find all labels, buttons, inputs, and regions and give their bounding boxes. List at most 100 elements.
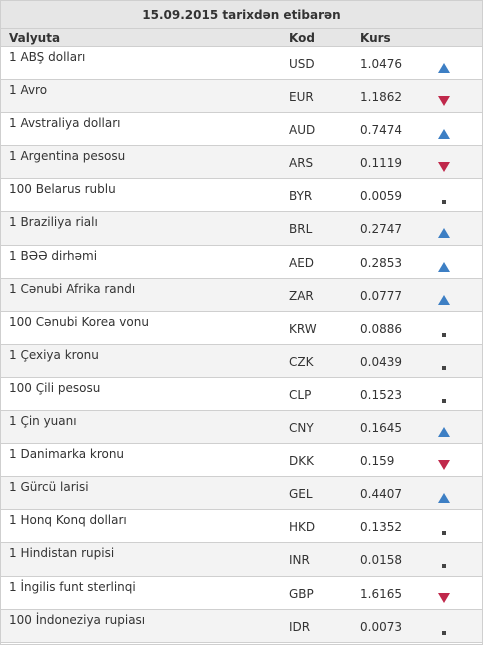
table-row: 1 Çexiya kronu CZK 0.0439 [1,344,482,378]
square-icon [442,200,446,205]
triangle-up-icon [438,294,450,305]
currency-code: ZAR [289,288,314,303]
currency-code: USD [289,57,315,71]
trend-unchanged-icon [437,326,451,340]
triangle-down-icon [438,460,450,471]
currency-code: AED [289,255,315,270]
currency-name: 1 Çexiya kronu [9,347,99,362]
trend-unchanged-icon [437,624,451,638]
exchange-rate: 0.0158 [360,553,402,568]
table-row: 1 Avstraliya dolları AUD 0.7474 [1,113,482,147]
currency-name: 1 Hindistan rupisi [9,546,115,561]
trend-down-icon [437,591,451,605]
currency-code: AUD [289,123,316,138]
table-title: 15.09.2015 tarixdən etibarən [1,1,482,29]
table-body: 1 ABŞ dolları USD 1.0476 1 Avro EUR 1.1862 1 A… [1,47,482,643]
currency-name: 100 Cənubi Korea vonu [9,314,149,329]
currency-code: INR [289,553,310,568]
trend-down-icon [437,458,451,472]
trend-unchanged-icon [437,557,451,571]
table-row: 1 BƏƏ dirhəmi AED 0.2853 [1,245,482,279]
trend-unchanged-icon [437,392,451,406]
exchange-rate: 0.4407 [360,487,402,502]
triangle-up-icon [438,427,450,438]
square-icon [442,630,446,635]
table-row: 1 Avro EUR 1.1862 [1,80,482,114]
exchange-rate: 0.0886 [360,321,402,336]
currency-code: BYR [289,189,313,204]
exchange-rate: 0.1119 [360,156,402,171]
exchange-rate: 0.0777 [360,288,402,303]
trend-down-icon [437,94,451,108]
exchange-rate: 0.0059 [360,189,402,204]
exchange-rate: 0.1352 [360,520,402,535]
currency-name: 1 Cənubi Afrika randı [9,281,136,296]
table-row: 1 Çin yuanı CNY 0.1645 [1,411,482,445]
column-header-rate: Kurs [360,31,391,45]
exchange-rate: 1.6165 [360,586,402,601]
table-row: 1 Hindistan rupisi INR 0.0158 [1,543,482,577]
square-icon [442,398,446,403]
currency-code: HKD [289,520,316,535]
currency-code: CZK [289,354,314,369]
currency-name: 1 BƏƏ dirhəmi [9,248,98,263]
currency-name: 100 Belarus rublu [9,182,116,197]
triangle-up-icon [438,129,450,140]
triangle-up-icon [438,493,450,504]
table-row: 100 Cənubi Korea vonu KRW 0.0886 [1,311,482,345]
currency-code: IDR [289,619,311,634]
currency-name: 100 Çili pesosu [9,380,101,395]
triangle-up-icon [438,228,450,239]
currency-code: BRL [289,222,313,237]
currency-code: ARS [289,156,314,171]
currency-name: 100 İndoneziya rupiası [9,612,146,627]
square-icon [442,365,446,370]
table-row: 1 ABŞ dolları USD 1.0476 [1,47,482,81]
currency-code: CLP [289,387,312,402]
triangle-down-icon [438,592,450,603]
table-row: 1 Gürcü larisi GEL 0.4407 [1,477,482,511]
exchange-rate: 0.1645 [360,421,402,436]
table-row: 100 Çili pesosu CLP 0.1523 [1,377,482,412]
trend-down-icon [437,160,451,174]
exchange-rate: 0.0073 [360,619,402,634]
currency-code: KRW [289,321,317,336]
exchange-rate: 0.7474 [360,123,402,138]
square-icon [442,564,446,569]
exchange-rate: 0.2747 [360,222,402,237]
trend-up-icon [437,425,451,439]
currency-code: DKK [289,454,314,469]
currency-name: 1 Braziliya rialı [9,215,98,230]
table-row: 1 Braziliya rialı BRL 0.2747 [1,212,482,246]
table-row: 100 Belarus rublu BYR 0.0059 [1,179,482,213]
exchange-rate: 1.0476 [360,57,402,71]
triangle-up-icon [438,63,450,73]
trend-up-icon [437,61,451,75]
column-header-code: Kod [289,31,315,45]
currency-name: 1 Argentina pesosu [9,149,126,164]
trend-unchanged-icon [437,193,451,207]
exchange-rate: 0.0439 [360,354,402,369]
table-row: 100 İndoneziya rupiası IDR 0.0073 [1,609,482,643]
currency-name: 1 ABŞ dolları [9,50,86,64]
exchange-rate: 0.2853 [360,255,402,270]
exchange-rate: 1.1862 [360,90,402,105]
exchange-rate: 0.1523 [360,387,402,402]
currency-code: GBP [289,586,314,601]
trend-unchanged-icon [437,524,451,538]
table-header: Valyuta Kod Kurs [1,29,482,47]
currency-name: 1 Avstraliya dolları [9,116,121,131]
square-icon [442,531,446,536]
trend-up-icon [437,260,451,274]
exchange-rate: 0.159 [360,454,395,469]
triangle-up-icon [438,261,450,272]
trend-unchanged-icon [437,359,451,373]
currency-name: 1 Avro [9,83,48,98]
trend-up-icon [437,491,451,505]
triangle-down-icon [438,96,450,107]
currency-name: 1 İngilis funt sterlinqi [9,579,136,594]
table-row: 1 Danimarka kronu DKK 0.159 [1,444,482,478]
trend-up-icon [437,226,451,240]
currency-name: 1 Danimarka kronu [9,447,125,462]
